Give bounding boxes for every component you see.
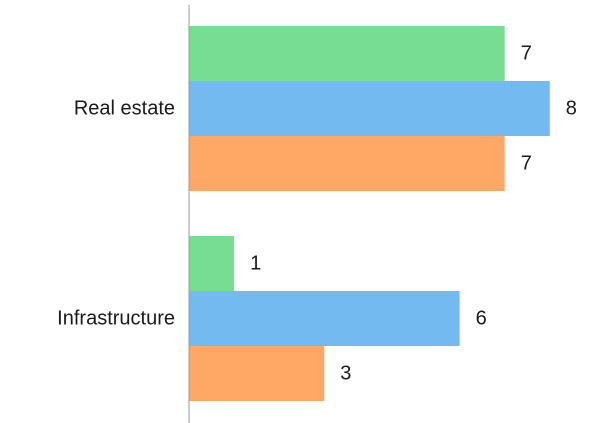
bar-0-2	[189, 136, 505, 191]
category-labels-layer: Real estate Infrastructure	[57, 98, 175, 330]
value-labels-layer: 7 8 7 1 6 3	[250, 43, 577, 385]
value-label-0-0: 7	[521, 43, 532, 65]
bar-1-0	[189, 236, 235, 291]
bar-1-2	[189, 346, 325, 401]
value-label-1-0: 1	[250, 253, 261, 275]
value-label-1-2: 3	[340, 363, 351, 385]
value-label-0-2: 7	[521, 153, 532, 175]
value-label-1-1: 6	[476, 308, 487, 330]
bar-1-1	[189, 291, 460, 346]
category-label-0: Real estate	[74, 98, 175, 120]
bar-0-0	[189, 26, 505, 81]
category-label-1: Infrastructure	[57, 308, 175, 330]
bar-0-1	[189, 81, 550, 136]
value-label-0-1: 8	[566, 98, 577, 120]
bars-layer	[189, 26, 550, 401]
